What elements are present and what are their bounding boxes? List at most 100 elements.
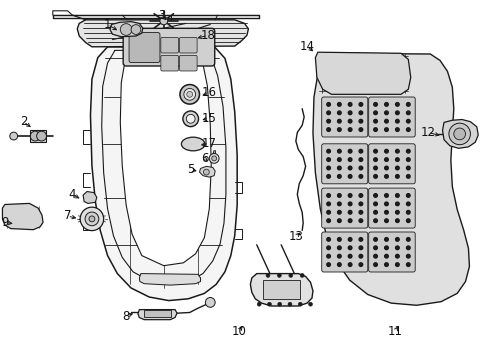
Text: 18: 18: [200, 29, 215, 42]
Circle shape: [358, 128, 362, 131]
Circle shape: [326, 263, 330, 266]
Circle shape: [406, 175, 409, 178]
Circle shape: [358, 149, 362, 153]
Circle shape: [89, 216, 95, 222]
Text: 7: 7: [63, 210, 71, 222]
Circle shape: [373, 111, 377, 114]
Text: 15: 15: [202, 112, 216, 125]
Circle shape: [277, 274, 281, 277]
Circle shape: [265, 274, 269, 277]
Polygon shape: [312, 53, 468, 305]
Text: 5: 5: [186, 163, 194, 176]
Circle shape: [406, 158, 409, 161]
Text: 14: 14: [299, 40, 314, 53]
Polygon shape: [30, 130, 46, 142]
Polygon shape: [199, 166, 215, 177]
Text: 17: 17: [202, 137, 216, 150]
Circle shape: [326, 166, 330, 170]
Polygon shape: [120, 63, 211, 266]
Circle shape: [10, 132, 18, 140]
Circle shape: [298, 302, 302, 306]
Circle shape: [384, 158, 387, 161]
Circle shape: [384, 219, 387, 222]
Circle shape: [358, 211, 362, 214]
Circle shape: [358, 219, 362, 222]
Circle shape: [347, 175, 351, 178]
Circle shape: [358, 263, 362, 266]
Circle shape: [373, 219, 377, 222]
Text: 4: 4: [68, 188, 76, 201]
Circle shape: [347, 219, 351, 222]
Bar: [263, 280, 299, 299]
Circle shape: [395, 158, 398, 161]
Circle shape: [373, 158, 377, 161]
Polygon shape: [90, 47, 237, 301]
Circle shape: [406, 211, 409, 214]
Circle shape: [373, 149, 377, 153]
Text: 9: 9: [1, 216, 9, 229]
Circle shape: [373, 103, 377, 106]
Circle shape: [384, 166, 387, 170]
Circle shape: [326, 246, 330, 249]
Circle shape: [337, 103, 341, 106]
Polygon shape: [442, 120, 477, 148]
Circle shape: [406, 166, 409, 170]
Circle shape: [337, 202, 341, 206]
Circle shape: [347, 128, 351, 131]
Circle shape: [85, 212, 99, 226]
Polygon shape: [139, 274, 200, 285]
Circle shape: [373, 263, 377, 266]
Circle shape: [395, 175, 398, 178]
Circle shape: [395, 211, 398, 214]
Circle shape: [326, 255, 330, 258]
Circle shape: [358, 255, 362, 258]
FancyBboxPatch shape: [368, 188, 414, 228]
Circle shape: [453, 128, 465, 140]
Circle shape: [384, 128, 387, 131]
Circle shape: [358, 202, 362, 206]
Circle shape: [384, 211, 387, 214]
Polygon shape: [138, 310, 177, 320]
Circle shape: [358, 103, 362, 106]
Circle shape: [347, 166, 351, 170]
Circle shape: [347, 255, 351, 258]
Text: 6: 6: [200, 152, 208, 165]
Circle shape: [384, 255, 387, 258]
Circle shape: [406, 128, 409, 131]
Circle shape: [373, 238, 377, 241]
Circle shape: [373, 175, 377, 178]
Circle shape: [406, 194, 409, 197]
Circle shape: [326, 202, 330, 206]
Circle shape: [347, 158, 351, 161]
Circle shape: [406, 255, 409, 258]
Circle shape: [395, 194, 398, 197]
Circle shape: [384, 246, 387, 249]
Circle shape: [337, 158, 341, 161]
FancyBboxPatch shape: [161, 37, 178, 53]
Text: 16: 16: [202, 86, 216, 99]
Text: 2: 2: [20, 115, 27, 128]
Circle shape: [30, 131, 40, 141]
Circle shape: [384, 194, 387, 197]
FancyBboxPatch shape: [321, 144, 367, 184]
Circle shape: [395, 255, 398, 258]
Circle shape: [406, 111, 409, 114]
Circle shape: [347, 120, 351, 123]
Circle shape: [287, 302, 291, 306]
Circle shape: [337, 194, 341, 197]
Circle shape: [257, 302, 261, 306]
Circle shape: [288, 274, 292, 277]
Circle shape: [120, 24, 132, 35]
Circle shape: [373, 120, 377, 123]
Polygon shape: [83, 192, 97, 203]
Circle shape: [373, 166, 377, 170]
Circle shape: [395, 111, 398, 114]
Circle shape: [395, 246, 398, 249]
Circle shape: [406, 103, 409, 106]
FancyBboxPatch shape: [368, 232, 414, 272]
FancyBboxPatch shape: [129, 32, 160, 63]
Text: 8: 8: [122, 310, 130, 323]
Circle shape: [358, 111, 362, 114]
Circle shape: [358, 166, 362, 170]
Circle shape: [358, 120, 362, 123]
